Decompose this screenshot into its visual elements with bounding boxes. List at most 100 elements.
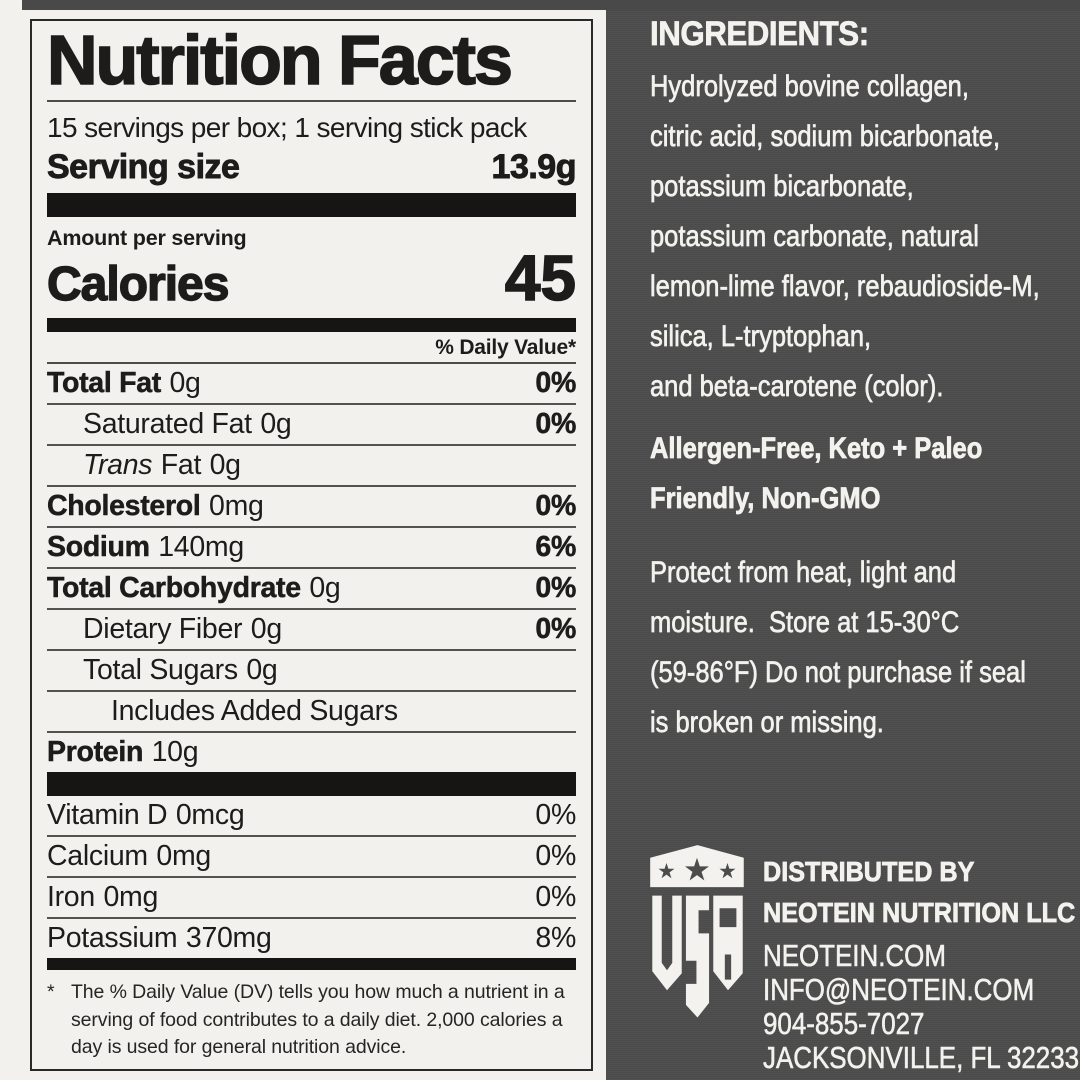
nutrient-name: Saturated Fat <box>83 408 252 440</box>
ingredient-line: silica, L-tryptophan, <box>650 320 872 354</box>
nutrient-amount: 0g <box>260 408 292 440</box>
nutrient-amount: 0g <box>209 449 241 481</box>
contact-address: JACKSONVILLE, FL 32233 <box>763 1041 1080 1076</box>
nutrient-amount: 0mg <box>156 840 211 872</box>
storage-instructions: Protect from heat, light and moisture. S… <box>650 548 1080 748</box>
claims-line: Allergen-Free, Keto + Paleo <box>650 432 983 466</box>
label-title: Nutrition Facts <box>46 23 576 102</box>
nutrient-row-added-sugars: Includes Added Sugars <box>47 692 576 733</box>
serving-size-row: Serving size 13.9g <box>47 145 577 193</box>
contact-email: INFO@NEOTEIN.COM <box>763 973 1035 1008</box>
footnote-asterisk: * <box>47 981 55 1003</box>
nutrient-amount: 370mg <box>185 922 272 954</box>
nutrient-row-trans-fat: Trans Fat 0g <box>47 446 576 487</box>
nutrient-amount: 0mg <box>103 881 159 913</box>
contact-website: NEOTEIN.COM <box>763 939 946 974</box>
ingredients-title: INGREDIENTS: <box>650 15 870 54</box>
distributor-text: DISTRIBUTED BY NEOTEIN NUTRITION LLC NEO… <box>763 851 1080 1076</box>
nutrient-dv: 0% <box>535 367 576 400</box>
daily-value-footnote: * The % Daily Value (DV) tells you how m… <box>47 970 576 1062</box>
nutrient-dv: 0% <box>535 613 576 646</box>
nutrient-name: Calcium <box>47 840 148 872</box>
nutrient-dv: 0% <box>535 408 576 441</box>
nutrient-name: Potassium <box>47 922 178 954</box>
ingredient-line: potassium carbonate, natural <box>650 220 979 254</box>
medium-divider <box>47 318 576 332</box>
servings-per-container: 15 servings per box; 1 serving stick pac… <box>47 112 527 143</box>
nutrient-name: Protein <box>47 736 144 769</box>
ingredient-line: citric acid, sodium bicarbonate, <box>650 120 1001 154</box>
nutrient-amount: 140mg <box>158 531 244 563</box>
nutrient-row-total-fat: Total Fat 0g 0% <box>47 364 577 405</box>
micro-row-potassium: Potassium 370mg 8% <box>47 919 576 958</box>
nutrient-amount: 0mcg <box>175 799 245 831</box>
nutrient-dv: 8% <box>535 922 576 954</box>
nutrient-name: Fat <box>160 449 202 481</box>
nutrient-row-sodium: Sodium 140mg 6% <box>47 528 577 569</box>
nutrient-row-cholesterol: Cholesterol 0mg 0% <box>47 487 577 528</box>
nutrient-name: Total Carbohydrate <box>47 572 302 605</box>
top-edge-strip <box>22 0 1080 10</box>
nutrient-amount: 0g <box>309 572 341 604</box>
calories-block: Amount per serving Calories 45 <box>46 225 577 314</box>
distributor-block: DISTRIBUTED BY NEOTEIN NUTRITION LLC NEO… <box>650 843 1080 1075</box>
nutrient-name: Dietary Fiber <box>83 613 243 645</box>
storage-line: is broken or missing. <box>650 706 884 740</box>
nutrient-dv: 0% <box>535 840 576 872</box>
distributor-name: NEOTEIN NUTRITION LLC <box>763 897 1076 929</box>
footnote-text: The % Daily Value (DV) tells you how muc… <box>71 981 565 1058</box>
daily-value-header: % Daily Value* <box>47 332 576 364</box>
nutrient-row-total-carbohydrate: Total Carbohydrate 0g 0% <box>47 569 577 610</box>
nutrient-dv: 0% <box>535 572 576 605</box>
nutrient-name: Total Sugars <box>83 654 238 686</box>
nutrient-name: Vitamin D <box>47 799 168 831</box>
nutrient-row-saturated-fat: Saturated Fat 0g 0% <box>47 405 577 446</box>
nutrient-amount: 0mg <box>209 490 264 522</box>
nutrient-name: Includes Added Sugars <box>111 695 398 727</box>
nutrient-dv: 0% <box>535 799 576 831</box>
micro-row-calcium: Calcium 0mg 0% <box>47 837 576 878</box>
calories-label: Calories <box>46 257 230 311</box>
nutrient-amount: 0g <box>250 613 282 645</box>
nutrient-amount: 10g <box>151 736 199 768</box>
nutrient-name-italic: Trans <box>83 449 153 481</box>
storage-line: (59-86°F) Do not purchase if seal <box>650 656 1026 690</box>
thick-divider <box>47 772 576 796</box>
nutrient-dv: 0% <box>535 881 576 913</box>
calories-value: 45 <box>504 242 577 314</box>
micro-row-iron: Iron 0mg 0% <box>47 878 576 919</box>
ingredients-list: Hydrolyzed bovine collagen, citric acid,… <box>650 62 1080 412</box>
contact-info: NEOTEIN.COM INFO@NEOTEIN.COM 904-855-702… <box>763 939 1080 1076</box>
micro-row-vitamin-d: Vitamin D 0mcg 0% <box>47 796 576 837</box>
nutrient-row-dietary-fiber: Dietary Fiber 0g 0% <box>47 610 577 651</box>
contact-phone: 904-855-7027 <box>763 1007 925 1042</box>
ingredient-line: Hydrolyzed bovine collagen, <box>650 70 970 104</box>
storage-line: moisture. Store at 15-30°C <box>650 606 960 640</box>
ingredient-line: potassium bicarbonate, <box>650 170 914 204</box>
nutrient-name: Cholesterol <box>47 490 201 523</box>
nutrient-row-total-sugars: Total Sugars 0g <box>47 651 576 692</box>
nutrient-amount: 0g <box>169 367 201 399</box>
ingredient-line: lemon-lime flavor, rebaudioside-M, <box>650 270 1040 304</box>
nutrient-name: Sodium <box>47 531 151 564</box>
nutrient-dv: 6% <box>535 531 576 564</box>
nutrient-name: Total Fat <box>47 367 162 400</box>
distributed-by-label: DISTRIBUTED BY <box>763 856 975 888</box>
thick-divider <box>47 193 576 217</box>
nutrient-name: Iron <box>47 881 95 913</box>
serving-size-label: Serving size <box>47 148 241 187</box>
claims-line: Friendly, Non-GMO <box>650 482 881 516</box>
calories-row: Calories 45 <box>46 242 577 314</box>
thin-divider <box>47 958 576 970</box>
storage-line: Protect from heat, light and <box>650 556 957 590</box>
nutrient-dv: 0% <box>535 490 576 523</box>
serving-size-value: 13.9g <box>491 148 577 187</box>
package-side-panel: INGREDIENTS: Hydrolyzed bovine collagen,… <box>606 0 1080 1080</box>
nutrient-row-protein: Protein 10g <box>47 733 576 772</box>
dietary-claims: Allergen-Free, Keto + Paleo Friendly, No… <box>650 424 1080 524</box>
ingredient-line: and beta-carotene (color). <box>650 370 944 404</box>
usa-shield-icon <box>650 845 744 1018</box>
amount-per-serving-label: Amount per serving <box>47 226 247 250</box>
nutrient-amount: 0g <box>246 654 278 686</box>
nutrition-facts-label: Nutrition Facts 15 servings per box; 1 s… <box>30 19 593 1071</box>
